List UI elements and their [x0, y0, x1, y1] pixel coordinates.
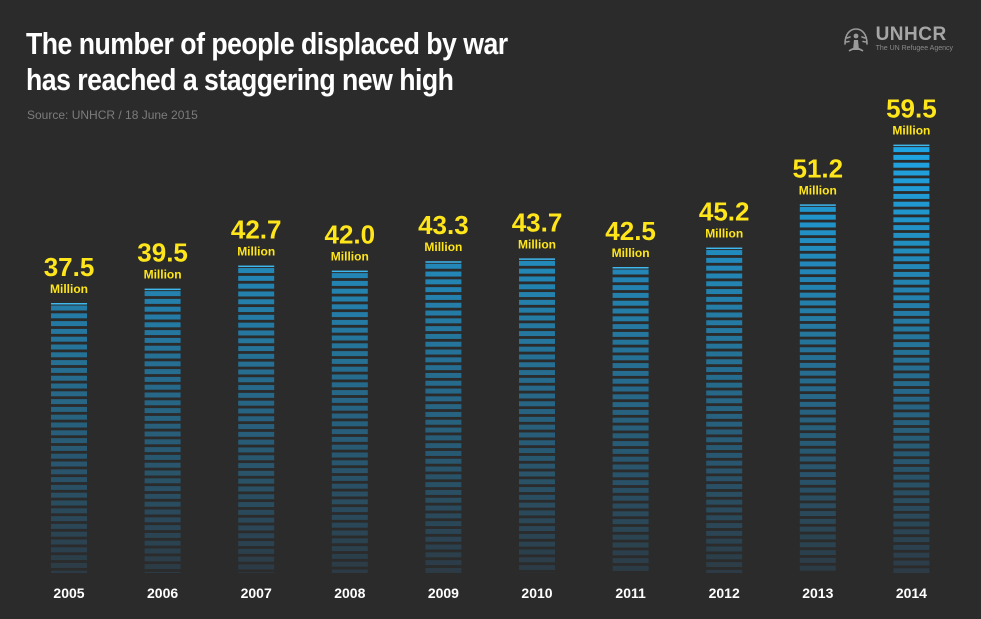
value-label-2011: 42.5: [605, 216, 656, 246]
bar-2006: [144, 288, 181, 573]
unit-label-2009: Million: [424, 240, 462, 254]
unit-label-2005: Million: [50, 282, 88, 296]
bar-2011: [612, 267, 649, 571]
year-label-2005: 2005: [53, 585, 84, 601]
bar-2013: [799, 204, 836, 571]
labels-group: 37.5Million200539.5Million200642.7Millio…: [44, 94, 937, 601]
bar-2014: [893, 144, 930, 573]
value-label-2010: 43.7: [512, 207, 563, 237]
bar-2008: [331, 270, 368, 573]
bar-2005: [51, 303, 87, 573]
unhcr-logo: UNHCR The UN Refugee Agency: [841, 24, 953, 54]
year-label-2011: 2011: [615, 585, 646, 601]
year-label-2013: 2013: [802, 585, 833, 601]
value-label-2013: 51.2: [792, 153, 843, 183]
title-line-2: has reached a staggering new high: [26, 62, 454, 97]
value-label-2006: 39.5: [137, 238, 188, 268]
value-label-2007: 42.7: [231, 215, 282, 245]
bar-2009: [425, 261, 462, 573]
value-label-2008: 42.0: [324, 220, 375, 250]
unit-label-2011: Million: [612, 246, 650, 260]
year-label-2014: 2014: [896, 585, 927, 601]
unit-label-2013: Million: [799, 183, 837, 197]
unit-label-2010: Million: [518, 237, 556, 251]
bar-2010: [519, 258, 555, 573]
logo-subtitle: The UN Refugee Agency: [875, 45, 953, 52]
source-note: Source: UNHCR / 18 June 2015: [27, 108, 198, 122]
unit-label-2014: Million: [892, 124, 930, 138]
value-label-2012: 45.2: [699, 197, 750, 227]
value-label-2009: 43.3: [418, 210, 469, 240]
bar-2012: [706, 247, 743, 573]
year-label-2006: 2006: [147, 585, 178, 601]
unit-label-2007: Million: [237, 245, 275, 259]
bars-group: [51, 144, 930, 573]
value-label-2005: 37.5: [44, 252, 95, 282]
unit-label-2012: Million: [705, 227, 743, 241]
year-label-2009: 2009: [428, 585, 459, 601]
title-line-1: The number of people displaced by war: [26, 26, 508, 61]
bar-2007: [238, 265, 275, 573]
year-label-2012: 2012: [709, 585, 740, 601]
chart-title: The number of people displaced by war ha…: [26, 26, 508, 98]
year-label-2008: 2008: [334, 585, 365, 601]
unit-label-2008: Million: [331, 250, 369, 264]
logo-name: UNHCR: [875, 24, 947, 45]
unit-label-2006: Million: [144, 268, 182, 282]
year-label-2010: 2010: [521, 585, 552, 601]
unhcr-emblem-icon: [843, 28, 868, 52]
value-label-2014: 59.5: [886, 94, 937, 124]
year-label-2007: 2007: [241, 585, 272, 601]
